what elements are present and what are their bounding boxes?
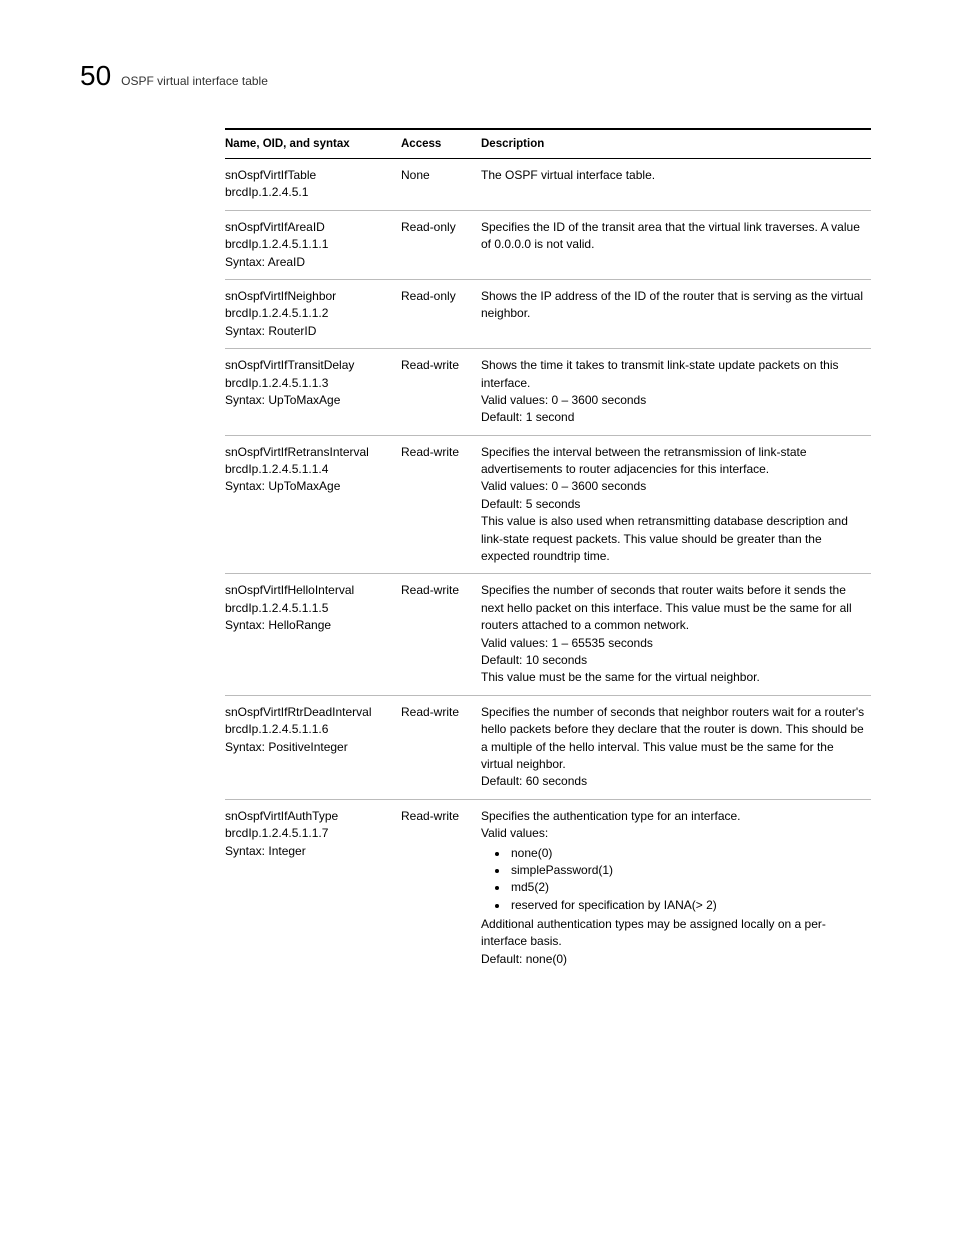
description-cell: Specifies the interval between the retra… <box>481 435 871 574</box>
access-cell: Read-write <box>401 349 481 436</box>
chapter-title: OSPF virtual interface table <box>121 74 268 88</box>
access-cell: Read-write <box>401 574 481 695</box>
description-cell: Specifies the number of seconds that rou… <box>481 574 871 695</box>
name-cell: snOspfVirtIfRetransIntervalbrcdIp.1.2.4.… <box>225 435 401 574</box>
desc-line: Valid values: 0 – 3600 seconds <box>481 392 865 409</box>
name-line: snOspfVirtIfNeighbor <box>225 288 395 305</box>
description-cell: Shows the time it takes to transmit link… <box>481 349 871 436</box>
name-line: brcdIp.1.2.4.5.1.1.7 <box>225 825 395 842</box>
col-header-description: Description <box>481 129 871 159</box>
name-cell: snOspfVirtIfTablebrcdIp.1.2.4.5.1 <box>225 159 401 211</box>
name-line: snOspfVirtIfHelloInterval <box>225 582 395 599</box>
name-cell: snOspfVirtIfAuthTypebrcdIp.1.2.4.5.1.1.7… <box>225 799 401 976</box>
access-cell: Read-only <box>401 210 481 279</box>
name-line: snOspfVirtIfAuthType <box>225 808 395 825</box>
name-cell: snOspfVirtIfTransitDelaybrcdIp.1.2.4.5.1… <box>225 349 401 436</box>
name-line: Syntax: UpToMaxAge <box>225 392 395 409</box>
name-line: snOspfVirtIfRtrDeadInterval <box>225 704 395 721</box>
name-line: brcdIp.1.2.4.5.1.1.6 <box>225 721 395 738</box>
desc-line: Shows the time it takes to transmit link… <box>481 357 865 392</box>
table-row: snOspfVirtIfHelloIntervalbrcdIp.1.2.4.5.… <box>225 574 871 695</box>
chapter-number: 50 <box>80 60 111 92</box>
name-line: Syntax: Integer <box>225 843 395 860</box>
name-cell: snOspfVirtIfHelloIntervalbrcdIp.1.2.4.5.… <box>225 574 401 695</box>
mib-table: Name, OID, and syntax Access Description… <box>225 128 871 976</box>
table-row: snOspfVirtIfNeighborbrcdIp.1.2.4.5.1.1.2… <box>225 279 871 348</box>
name-line: brcdIp.1.2.4.5.1.1.2 <box>225 305 395 322</box>
name-line: brcdIp.1.2.4.5.1.1.1 <box>225 236 395 253</box>
desc-line: Specifies the interval between the retra… <box>481 444 865 479</box>
desc-line: Default: none(0) <box>481 951 865 968</box>
desc-line: Shows the IP address of the ID of the ro… <box>481 288 865 323</box>
col-header-access: Access <box>401 129 481 159</box>
desc-line: This value must be the same for the virt… <box>481 669 865 686</box>
desc-line: Specifies the authentication type for an… <box>481 808 865 825</box>
name-line: Syntax: RouterID <box>225 323 395 340</box>
description-cell: Shows the IP address of the ID of the ro… <box>481 279 871 348</box>
name-line: brcdIp.1.2.4.5.1.1.5 <box>225 600 395 617</box>
description-cell: The OSPF virtual interface table. <box>481 159 871 211</box>
table-header-row: Name, OID, and syntax Access Description <box>225 129 871 159</box>
page-header: 50 OSPF virtual interface table <box>80 60 268 92</box>
desc-bullet-item: reserved for specification by IANA(> 2) <box>509 897 865 914</box>
desc-line: Valid values: 0 – 3600 seconds <box>481 478 865 495</box>
access-cell: Read-write <box>401 799 481 976</box>
access-cell: Read-only <box>401 279 481 348</box>
access-cell: Read-write <box>401 695 481 799</box>
description-cell: Specifies the number of seconds that nei… <box>481 695 871 799</box>
desc-bullet-list: none(0)simplePassword(1)md5(2)reserved f… <box>481 845 865 915</box>
name-cell: snOspfVirtIfRtrDeadIntervalbrcdIp.1.2.4.… <box>225 695 401 799</box>
access-cell: Read-write <box>401 435 481 574</box>
name-cell: snOspfVirtIfAreaIDbrcdIp.1.2.4.5.1.1.1Sy… <box>225 210 401 279</box>
name-line: brcdIp.1.2.4.5.1.1.3 <box>225 375 395 392</box>
col-header-name: Name, OID, and syntax <box>225 129 401 159</box>
name-line: Syntax: HelloRange <box>225 617 395 634</box>
name-line: Syntax: AreaID <box>225 254 395 271</box>
table-row: snOspfVirtIfAuthTypebrcdIp.1.2.4.5.1.1.7… <box>225 799 871 976</box>
table-body: snOspfVirtIfTablebrcdIp.1.2.4.5.1NoneThe… <box>225 159 871 977</box>
desc-line: Valid values: 1 – 65535 seconds <box>481 635 865 652</box>
description-cell: Specifies the authentication type for an… <box>481 799 871 976</box>
access-cell: None <box>401 159 481 211</box>
name-line: snOspfVirtIfRetransInterval <box>225 444 395 461</box>
desc-line: Specifies the ID of the transit area tha… <box>481 219 865 254</box>
mib-table-container: Name, OID, and syntax Access Description… <box>225 128 871 976</box>
table-row: snOspfVirtIfRetransIntervalbrcdIp.1.2.4.… <box>225 435 871 574</box>
name-line: brcdIp.1.2.4.5.1 <box>225 184 395 201</box>
description-cell: Specifies the ID of the transit area tha… <box>481 210 871 279</box>
name-line: Syntax: PositiveInteger <box>225 739 395 756</box>
desc-line: Valid values: <box>481 825 865 842</box>
table-row: snOspfVirtIfTransitDelaybrcdIp.1.2.4.5.1… <box>225 349 871 436</box>
desc-bullet-item: md5(2) <box>509 879 865 896</box>
desc-line: Specifies the number of seconds that rou… <box>481 582 865 634</box>
desc-line: Default: 60 seconds <box>481 773 865 790</box>
name-line: snOspfVirtIfTable <box>225 167 395 184</box>
desc-line: This value is also used when retransmitt… <box>481 513 865 565</box>
desc-bullet-item: simplePassword(1) <box>509 862 865 879</box>
name-line: brcdIp.1.2.4.5.1.1.4 <box>225 461 395 478</box>
table-row: snOspfVirtIfAreaIDbrcdIp.1.2.4.5.1.1.1Sy… <box>225 210 871 279</box>
desc-line: Default: 1 second <box>481 409 865 426</box>
table-row: snOspfVirtIfTablebrcdIp.1.2.4.5.1NoneThe… <box>225 159 871 211</box>
desc-line: Default: 10 seconds <box>481 652 865 669</box>
name-line: Syntax: UpToMaxAge <box>225 478 395 495</box>
name-line: snOspfVirtIfTransitDelay <box>225 357 395 374</box>
desc-line: Additional authentication types may be a… <box>481 916 865 951</box>
desc-line: Specifies the number of seconds that nei… <box>481 704 865 774</box>
table-row: snOspfVirtIfRtrDeadIntervalbrcdIp.1.2.4.… <box>225 695 871 799</box>
desc-bullet-item: none(0) <box>509 845 865 862</box>
name-line: snOspfVirtIfAreaID <box>225 219 395 236</box>
desc-line: Default: 5 seconds <box>481 496 865 513</box>
name-cell: snOspfVirtIfNeighborbrcdIp.1.2.4.5.1.1.2… <box>225 279 401 348</box>
desc-line: The OSPF virtual interface table. <box>481 167 865 184</box>
